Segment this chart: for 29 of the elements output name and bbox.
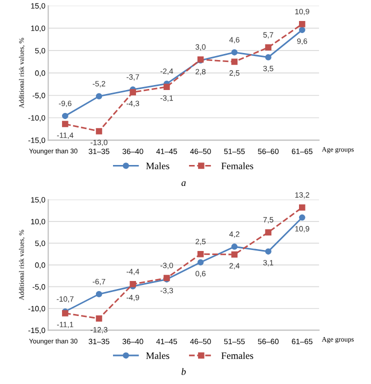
point <box>265 229 272 236</box>
point <box>197 250 204 258</box>
point <box>231 251 238 258</box>
point <box>299 26 306 34</box>
point <box>265 44 272 51</box>
point <box>96 315 102 322</box>
legend-label: Females <box>221 162 254 170</box>
text: a <box>182 181 186 186</box>
point <box>299 21 306 28</box>
point <box>231 58 238 65</box>
legend-label: Females <box>221 352 254 359</box>
point <box>231 49 238 56</box>
point <box>231 244 238 250</box>
point <box>96 93 102 100</box>
legend-label: Males <box>146 162 170 170</box>
text: b <box>182 368 186 375</box>
point <box>299 204 306 211</box>
point <box>96 290 102 298</box>
point <box>299 214 306 221</box>
point <box>265 248 272 255</box>
point <box>130 89 136 96</box>
point <box>164 84 170 90</box>
legend-label: Males <box>146 352 170 359</box>
point <box>62 112 68 120</box>
point <box>197 259 204 266</box>
point <box>130 280 136 288</box>
point <box>265 54 272 60</box>
point <box>96 128 102 134</box>
point <box>62 120 68 128</box>
